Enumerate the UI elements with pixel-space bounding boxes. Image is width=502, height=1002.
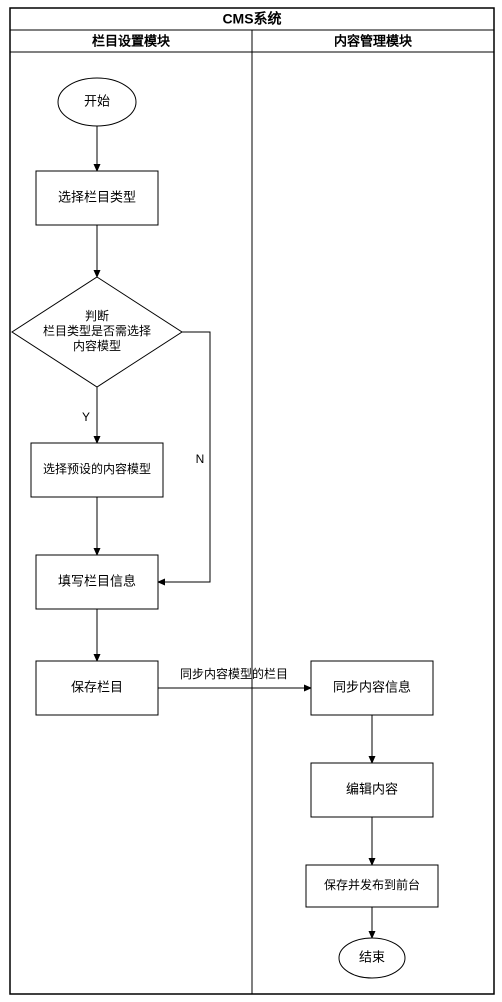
node-label-decide-1: 栏目类型是否需选择 bbox=[43, 323, 151, 338]
node-editCnt: 编辑内容 bbox=[311, 763, 433, 817]
node-publish: 保存并发布到前台 bbox=[306, 865, 438, 907]
node-end: 结束 bbox=[339, 938, 405, 978]
node-label-end-0: 结束 bbox=[359, 949, 385, 964]
cms-flowchart: CMS系统栏目设置模块内容管理模块 YN同步内容模型的栏目 开始选择栏目类型判断… bbox=[0, 0, 502, 1002]
node-syncInfo: 同步内容信息 bbox=[311, 661, 433, 715]
lane-title-1: 内容管理模块 bbox=[334, 33, 413, 48]
node-label-selPreset-0: 选择预设的内容模型 bbox=[43, 461, 151, 476]
node-saveCol: 保存栏目 bbox=[36, 661, 158, 715]
node-label-syncInfo-0: 同步内容信息 bbox=[333, 679, 411, 694]
node-label-editCnt-0: 编辑内容 bbox=[346, 781, 398, 796]
pool-title: CMS系统 bbox=[222, 11, 281, 27]
node-label-saveCol-0: 保存栏目 bbox=[71, 679, 123, 694]
edge-label-e7: 同步内容模型的栏目 bbox=[180, 666, 288, 681]
node-label-publish-0: 保存并发布到前台 bbox=[324, 877, 420, 892]
node-label-selType-0: 选择栏目类型 bbox=[58, 189, 136, 204]
node-label-decide-0: 判断 bbox=[85, 308, 109, 323]
node-fillInfo: 填写栏目信息 bbox=[36, 555, 158, 609]
node-selType: 选择栏目类型 bbox=[36, 171, 158, 225]
edge-label-e4: N bbox=[196, 452, 205, 466]
node-label-start-0: 开始 bbox=[84, 93, 110, 108]
lane-title-0: 栏目设置模块 bbox=[92, 33, 171, 48]
edge-label-e3: Y bbox=[82, 410, 90, 424]
node-start: 开始 bbox=[58, 78, 136, 126]
node-label-decide-2: 内容模型 bbox=[73, 338, 121, 353]
node-decide: 判断栏目类型是否需选择内容模型 bbox=[12, 277, 182, 387]
node-selPreset: 选择预设的内容模型 bbox=[31, 443, 163, 497]
node-label-fillInfo-0: 填写栏目信息 bbox=[58, 573, 136, 588]
